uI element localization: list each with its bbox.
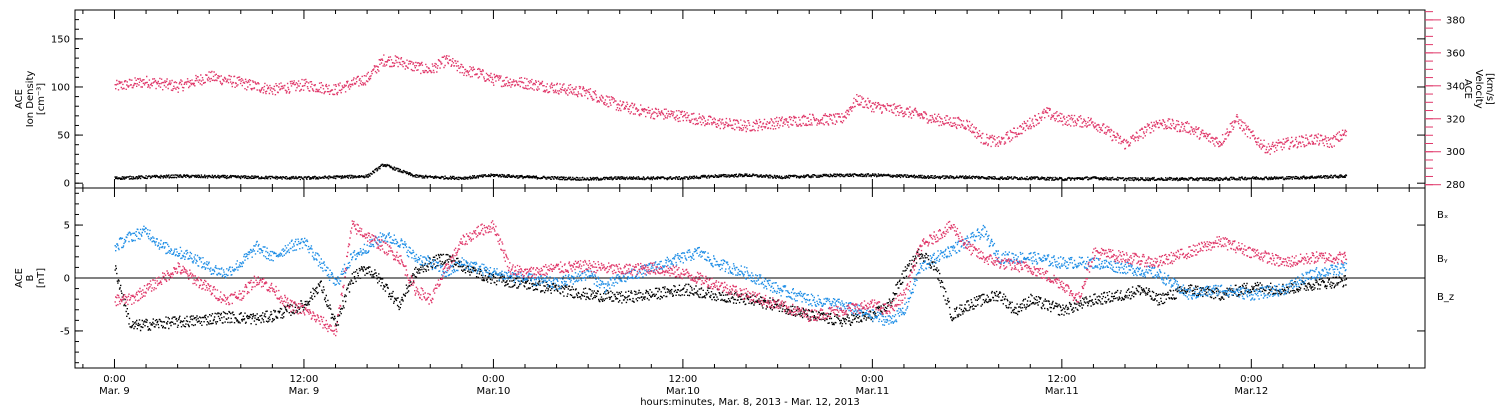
density-tick-label: 50: [57, 131, 70, 142]
x-tick-date: Mar.12: [1234, 386, 1268, 397]
legend-entry: B_z: [1437, 292, 1454, 303]
top-panel-frame: [74, 9, 1426, 189]
x-tick-date: Mar.10: [476, 386, 510, 397]
magnetic-field-panel: -5 0 5 ACE B [nT] Bₓ Bᵧ B_z: [14, 187, 1454, 369]
velocity-tick-label: 340: [1446, 81, 1465, 92]
density-tick-label: 100: [51, 82, 70, 93]
density-axis-label: [cm⁻³]: [36, 83, 47, 115]
x-tick-time: 12:00: [668, 374, 697, 385]
x-tick-time: 0:00: [482, 374, 504, 385]
x-tick-date: Mar.10: [666, 386, 700, 397]
x-tick-date: Mar. 9: [289, 386, 320, 397]
density-axis-label: Ion Density: [25, 71, 36, 128]
velocity-tick-label: 320: [1446, 114, 1465, 125]
x-tick-date: Mar.11: [1045, 386, 1079, 397]
legend-entry: Bₓ: [1437, 210, 1448, 221]
x-tick-date: Mar.11: [855, 386, 889, 397]
field-series-bx-points: [114, 248, 1348, 332]
field-tick-label: 5: [64, 221, 70, 232]
x-tick-time: 0:00: [861, 374, 883, 385]
density-tick-label: 150: [51, 34, 70, 45]
x-tick-time: 12:00: [290, 374, 319, 385]
density-tick-label: 0: [64, 179, 70, 190]
legend-entry: Bᵧ: [1437, 254, 1448, 265]
field-tick-label: 0: [64, 274, 70, 285]
velocity-axis-label: Velocity: [1473, 69, 1484, 108]
x-axis-label: hours:minutes, Mar. 8, 2013 - Mar. 12, 2…: [640, 397, 860, 408]
velocity-axis-label: [km/s]: [1484, 73, 1495, 105]
density-series-points: [114, 163, 1348, 182]
field-axis-label: ACE: [14, 268, 25, 288]
field-tick-label: -5: [60, 326, 70, 337]
x-tick-date: Mar. 9: [99, 386, 130, 397]
velocity-tick-label: 360: [1446, 48, 1465, 59]
x-tick-time: 12:00: [1047, 374, 1076, 385]
velocity-axis-label: ACE: [1462, 79, 1473, 99]
x-tick-time: 0:00: [1240, 374, 1262, 385]
velocity-tick-label: 280: [1446, 180, 1465, 191]
velocity-tick-label: 300: [1446, 147, 1465, 158]
velocity-series-points: [114, 54, 1348, 155]
velocity-tick-label: 380: [1446, 15, 1465, 26]
field-axis-label: [nT]: [36, 268, 47, 288]
field-axis-label: B: [25, 274, 36, 281]
density-axis-label: ACE: [14, 89, 25, 109]
x-tick-time: 0:00: [103, 374, 125, 385]
field-series-by-points: [114, 224, 1348, 326]
